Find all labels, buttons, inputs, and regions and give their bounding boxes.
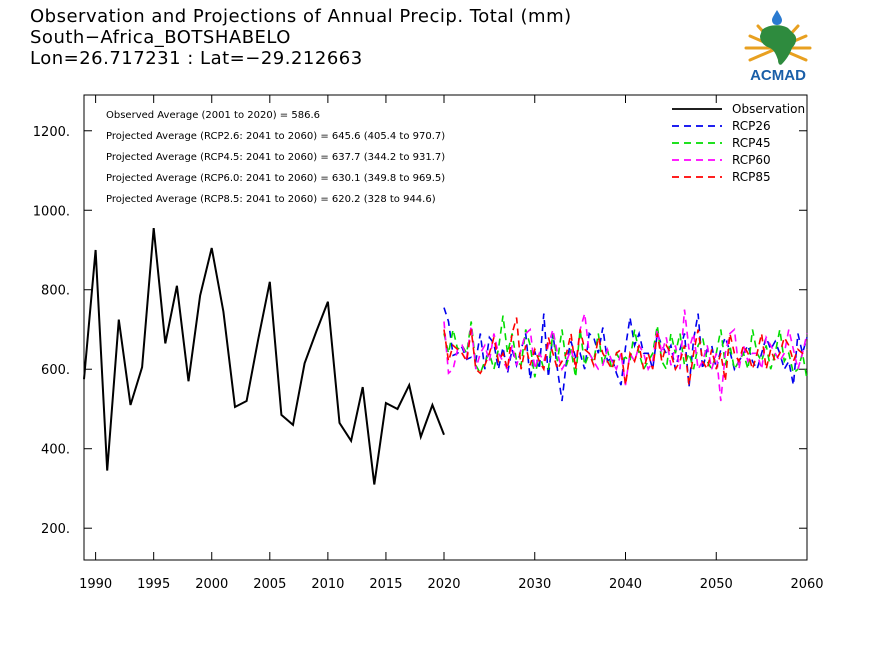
africa-shape — [760, 25, 797, 65]
chart-title: Observation and Projections of Annual Pr… — [30, 6, 572, 27]
x-tick-label: 2005 — [253, 577, 286, 592]
annotation-line: Projected Average (RCP4.5: 2041 to 2060)… — [106, 152, 445, 163]
x-tick-label: 1995 — [137, 577, 170, 592]
y-tick-label: 800. — [41, 284, 70, 299]
legend-label: RCP60 — [732, 153, 771, 167]
rcp85-line — [443, 317, 808, 386]
x-tick-label: 2020 — [427, 577, 460, 592]
rcp45-line — [443, 315, 808, 380]
acmad-logo: ACMAD — [744, 10, 812, 84]
rcp60-line — [443, 309, 808, 402]
legend-label: Observation — [732, 102, 805, 116]
series-group — [83, 227, 808, 485]
legend-label: RCP26 — [732, 119, 771, 133]
y-tick-label: 400. — [41, 443, 70, 458]
annotation-line: Observed Average (2001 to 2020) = 586.6 — [106, 110, 320, 121]
coordinates-label: Lon=26.717231 : Lat=−29.212663 — [30, 48, 363, 69]
x-tick-label: 2000 — [195, 577, 228, 592]
y-tick-label: 1200. — [33, 125, 70, 140]
x-tick-label: 2060 — [790, 577, 823, 592]
location-name: South−Africa_BOTSHABELO — [30, 27, 291, 48]
y-tick-label: 1000. — [33, 204, 70, 219]
legend: Observation RCP26 RCP45 RCP60 RCP85 — [672, 102, 805, 184]
annotation-line: Projected Average (RCP2.6: 2041 to 2060)… — [106, 131, 445, 142]
annotation-line: Projected Average (RCP6.0: 2041 to 2060)… — [106, 173, 445, 184]
y-axis: 200. 400. 600. 800. 1000. 1200. — [33, 125, 807, 537]
x-tick-label: 2030 — [518, 577, 551, 592]
x-tick-label: 1990 — [79, 577, 112, 592]
x-tick-label: 2010 — [311, 577, 344, 592]
y-tick-label: 200. — [41, 522, 70, 537]
y-tick-label: 600. — [41, 363, 70, 378]
annotation-block: Observed Average (2001 to 2020) = 586.6 P… — [106, 110, 445, 205]
x-axis: 1990 1995 2000 2005 2010 2015 2020 2030 2040 2050… — [79, 95, 824, 592]
observation-line — [83, 227, 445, 485]
x-tick-label: 2040 — [609, 577, 642, 592]
x-tick-label: 2015 — [369, 577, 402, 592]
legend-label: RCP45 — [732, 136, 771, 150]
annotation-line: Projected Average (RCP8.5: 2041 to 2060)… — [106, 194, 436, 205]
plot-frame — [83, 94, 808, 561]
x-tick-label: 2050 — [700, 577, 733, 592]
logo-text: ACMAD — [750, 67, 806, 84]
chart-title-block: Observation and Projections of Annual Pr… — [30, 6, 572, 69]
water-drop-icon — [772, 10, 782, 25]
legend-label: RCP85 — [732, 170, 771, 184]
